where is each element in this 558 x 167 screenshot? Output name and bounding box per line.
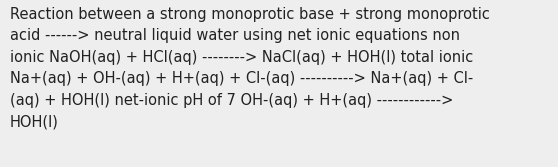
- Text: Reaction between a strong monoprotic base + strong monoprotic
acid ------> neutr: Reaction between a strong monoprotic bas…: [10, 7, 490, 130]
